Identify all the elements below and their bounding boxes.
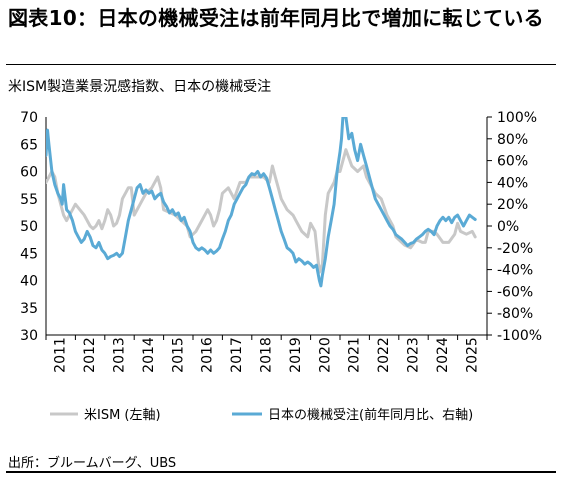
left-tick-label: 65 — [20, 137, 38, 153]
left-tick-label: 40 — [20, 274, 38, 290]
source-note: 出所：ブルームバーグ、UBS — [8, 456, 177, 471]
right-tick-label: 20% — [497, 197, 528, 213]
series-layer — [46, 117, 477, 288]
legend: 米ISM (左軸) 日本の機械受注(前年同月比、右軸) — [50, 407, 473, 423]
x-tick-label: 2017 — [229, 337, 245, 373]
left-tick-label: 45 — [20, 246, 38, 262]
x-tick-label: 2023 — [406, 337, 422, 373]
left-axis-ticks: 30 35 40 45 50 55 60 65 70 — [20, 110, 38, 344]
legend-label-machinery: 日本の機械受注(前年同月比、右軸) — [268, 407, 473, 423]
x-tick-label: 2012 — [82, 337, 98, 373]
figure-title: 図表10：日本の機械受注は前年同月比で増加に転じている — [8, 6, 544, 30]
x-axis-ticks: 2011 2012 2013 2014 2015 2016 2017 2018 2019 2020… — [45, 335, 488, 373]
right-tick-label: -80% — [497, 306, 533, 322]
x-tick-label: 2025 — [464, 337, 480, 373]
right-tick-label: -20% — [497, 241, 533, 257]
left-tick-label: 55 — [20, 192, 38, 208]
bottom-divider — [6, 471, 556, 473]
right-tick-label: -100% — [497, 328, 542, 344]
right-tick-label: 60% — [497, 154, 528, 170]
right-tick-label: -60% — [497, 284, 533, 300]
x-tick-label: 2019 — [288, 337, 304, 373]
chart-title: 米ISM製造業景況感指数、日本の機械受注 — [8, 79, 272, 95]
x-tick-label: 2014 — [141, 337, 157, 373]
right-tick-label: -40% — [497, 263, 533, 279]
title-divider — [6, 64, 556, 65]
x-tick-label: 2015 — [170, 337, 186, 373]
right-tick-label: 40% — [497, 175, 528, 191]
left-tick-label: 70 — [20, 110, 38, 126]
left-tick-label: 50 — [20, 219, 38, 235]
machinery-orders-series-line — [46, 117, 477, 288]
x-tick-label: 2021 — [347, 337, 363, 373]
x-tick-label: 2024 — [435, 337, 451, 373]
x-tick-label: 2016 — [200, 337, 216, 373]
left-tick-label: 30 — [20, 328, 38, 344]
x-tick-label: 2020 — [317, 337, 333, 373]
left-tick-label: 60 — [20, 165, 38, 181]
x-tick-label: 2011 — [53, 337, 69, 373]
right-axis-ticks: -100% -80% -60% -40% -20% 0% 20% 40% 60% 80% 100% — [487, 110, 542, 344]
right-tick-label: 0% — [497, 219, 519, 235]
x-tick-label: 2022 — [376, 337, 392, 373]
x-tick-label: 2013 — [112, 337, 128, 373]
left-tick-label: 35 — [20, 301, 38, 317]
legend-label-ism: 米ISM (左軸) — [84, 408, 161, 423]
x-tick-label: 2018 — [259, 337, 275, 373]
ism-series-line — [46, 148, 477, 274]
right-tick-label: 80% — [497, 132, 528, 148]
right-tick-label: 100% — [497, 110, 537, 126]
